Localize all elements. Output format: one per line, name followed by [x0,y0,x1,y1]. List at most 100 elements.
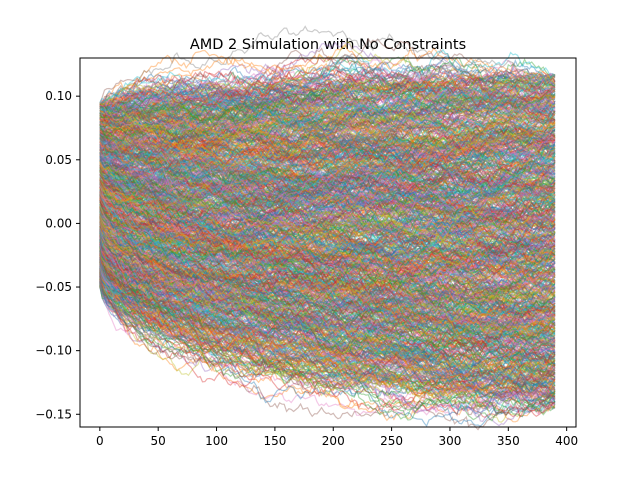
series-line [99,257,556,398]
series-line [99,260,556,370]
series-line [99,137,556,198]
series-line [99,133,556,210]
series-line [99,201,556,257]
series-line [99,199,556,278]
series-line [99,141,556,201]
series-line [99,180,556,223]
series-line [99,228,556,304]
series-line [99,181,556,242]
series-line [99,242,556,337]
series-line [99,265,556,390]
series-line [99,279,556,387]
series-line [99,278,556,391]
series-line [99,205,556,274]
series-line [99,285,556,404]
series-line [99,131,556,207]
series-line [99,176,556,241]
series-line [99,189,556,252]
series-line [99,260,556,384]
series-line [99,259,556,383]
series-line [99,225,556,305]
series-line [99,166,556,222]
series-line [99,189,555,254]
series-line [99,282,556,418]
series-line [99,281,556,414]
series-line [99,247,556,327]
series-line [99,254,556,352]
series-line [99,199,556,276]
series-line [99,198,556,255]
series-line [99,249,556,355]
series-line [99,178,556,235]
series-line [99,200,556,282]
series-line [99,152,556,205]
series-line [99,190,556,248]
series-line [99,162,556,227]
series-line [99,250,556,355]
series-line [99,155,556,202]
series-line [99,130,556,183]
series-line [99,248,556,334]
series-line [99,286,556,418]
series-line [99,220,556,310]
series-line [99,164,556,217]
series-line [99,174,556,242]
series-line [99,205,556,268]
series-line [99,217,556,295]
series-line [99,272,556,387]
series-line [99,196,556,258]
series-line [99,142,556,190]
series-line [99,280,556,395]
series-line [99,198,556,251]
series-line [99,218,556,309]
series-line [99,256,556,365]
series-line [99,176,556,226]
series-line [99,235,556,335]
series-line [99,269,556,386]
series-line [99,195,556,261]
series-line [99,154,556,198]
series-line [99,173,556,243]
series-line [99,143,556,198]
series-line [99,284,556,406]
series-line [99,252,556,344]
series-line [99,233,556,337]
series-line [99,273,556,400]
series-line [99,201,556,269]
series-line [99,249,556,344]
series-line [99,239,556,328]
series-line [99,178,556,218]
series-line [99,145,556,189]
series-line [99,252,556,348]
series-line [99,236,556,328]
series-line [99,206,555,284]
series-line [99,200,556,275]
series-line [99,246,556,342]
series-line [99,250,556,339]
series-line [99,286,556,399]
series-line [99,244,556,346]
series-line [99,191,556,238]
series-line [99,244,556,350]
series-line [99,214,556,297]
series-line [99,200,556,273]
series-line [99,251,556,372]
series-line [99,185,556,247]
series-line [99,278,556,417]
series-line [99,232,556,316]
series-line [99,163,556,217]
series-line [99,186,556,237]
series-line [99,242,556,349]
series-line [99,152,556,196]
series-line [99,236,556,314]
series-line [99,164,556,196]
series-line [99,186,556,257]
series-line [99,178,556,223]
series-line [99,245,556,340]
series-line [99,267,556,386]
series-line [99,260,556,374]
series-line [99,258,556,373]
series-line [99,255,556,363]
series-line [99,226,556,303]
